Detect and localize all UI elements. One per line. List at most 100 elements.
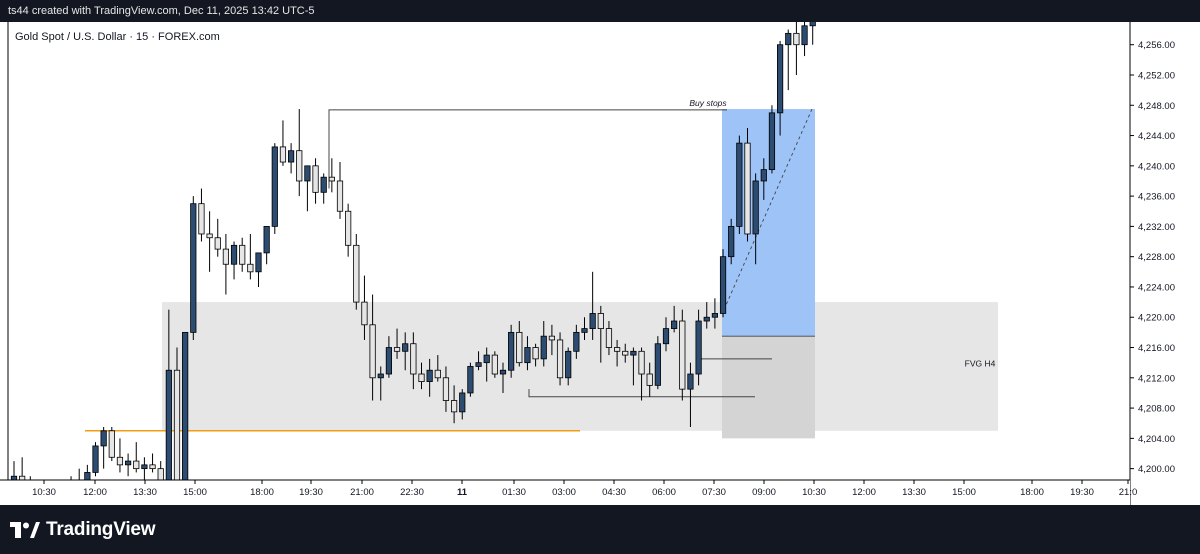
candle-body-up xyxy=(271,146,278,227)
y-tick-label: 4,208.00 xyxy=(1138,404,1175,415)
candle xyxy=(345,203,352,257)
buy-stops-label: Buy stops xyxy=(689,98,727,108)
x-tick-label: 11 xyxy=(457,487,468,498)
x-tick-label: 03:00 xyxy=(552,487,576,498)
candle-body-up xyxy=(768,112,776,171)
candle xyxy=(426,358,433,397)
candle xyxy=(687,362,694,428)
candle-body-down xyxy=(532,347,539,360)
candle xyxy=(133,442,140,473)
candle-body-down xyxy=(206,233,213,239)
candle xyxy=(328,158,335,193)
candle-body-up xyxy=(100,430,107,447)
candle xyxy=(793,22,800,75)
candle-body-up xyxy=(182,331,189,485)
candle-body-down xyxy=(312,165,319,193)
candle xyxy=(654,336,661,390)
candle xyxy=(271,143,278,234)
y-tick-label: 4,252.00 xyxy=(1138,70,1175,81)
candle xyxy=(279,120,287,166)
candle xyxy=(524,336,531,371)
candle-body-down xyxy=(369,324,376,379)
candle xyxy=(752,173,759,265)
candle-body-down xyxy=(116,456,124,466)
candle xyxy=(475,351,482,371)
candle xyxy=(125,453,132,477)
candle-body-up xyxy=(736,142,743,227)
candle xyxy=(809,22,816,45)
candle xyxy=(222,233,229,295)
candle-body-down xyxy=(597,313,604,329)
candle xyxy=(206,211,213,272)
candle-body-up xyxy=(662,328,670,345)
candle-body-down xyxy=(622,350,629,356)
candle-body-up xyxy=(125,460,132,466)
x-tick-label: 12:00 xyxy=(852,487,876,498)
candle-body-down xyxy=(149,464,156,470)
candle xyxy=(434,355,441,382)
axes-layer: 4,200.00 4,204.00 4,208.00 4,212.00 4,216.00… xyxy=(0,22,1200,505)
candle xyxy=(508,324,515,378)
x-tick-label: 21:00 xyxy=(350,487,374,498)
candle xyxy=(100,427,107,469)
candle-body-up xyxy=(589,313,596,329)
x-tick-label: 19:30 xyxy=(1070,487,1094,498)
y-tick-label: 4,228.00 xyxy=(1138,252,1175,263)
candle xyxy=(736,135,743,234)
x-tick-label: 18:00 xyxy=(1020,487,1044,498)
y-tick-label: 4,220.00 xyxy=(1138,313,1175,324)
candle xyxy=(149,453,156,473)
candle xyxy=(255,252,262,287)
candle xyxy=(581,317,588,340)
candle xyxy=(760,158,767,200)
candle xyxy=(785,29,792,91)
y-tick-label: 4,224.00 xyxy=(1138,282,1175,293)
candle-body-down xyxy=(450,400,458,413)
candle xyxy=(287,143,295,174)
candle xyxy=(369,294,376,401)
y-tick-label: 4,248.00 xyxy=(1138,101,1175,112)
symbol-title: Gold Spot / U.S. Dollar · 15 · FOREX.com xyxy=(15,31,220,43)
candle xyxy=(597,305,604,363)
candle xyxy=(377,366,384,401)
x-tick-label: 04:30 xyxy=(602,487,626,498)
candle-body-down xyxy=(296,150,303,182)
candle xyxy=(483,347,490,382)
candle xyxy=(662,317,670,352)
candle-body-up xyxy=(785,32,792,46)
candle-body-up xyxy=(801,25,808,46)
candle xyxy=(198,188,205,242)
candle xyxy=(247,233,254,280)
candle-body-up xyxy=(728,225,735,258)
candle-body-down xyxy=(361,301,368,326)
candle-body-up xyxy=(402,343,409,352)
candle-body-down xyxy=(744,142,751,235)
candle-body-down xyxy=(345,210,352,246)
candle-body-up xyxy=(230,244,238,265)
candle xyxy=(548,324,556,356)
candle xyxy=(410,332,417,390)
candle-body-down xyxy=(328,176,335,182)
candle-body-up xyxy=(255,252,262,273)
candle xyxy=(214,218,221,257)
candle-body-down xyxy=(605,328,613,348)
candle xyxy=(353,233,360,310)
candle-body-up xyxy=(573,331,580,352)
candle-body-down xyxy=(198,203,205,235)
x-tick-label: 07:30 xyxy=(702,487,726,498)
candle xyxy=(491,351,498,378)
candle-body-down xyxy=(434,369,441,379)
candle-body-down xyxy=(247,263,254,273)
candle xyxy=(728,218,735,265)
tradingview-logo[interactable]: TradingView xyxy=(10,518,156,542)
candle-body-up xyxy=(719,256,727,314)
y-tick-label: 4,244.00 xyxy=(1138,131,1175,142)
candle xyxy=(320,173,327,204)
candle-body-up xyxy=(752,180,759,235)
candle-body-up xyxy=(695,320,702,375)
x-tick-label: 13:30 xyxy=(902,487,926,498)
candle-body-down xyxy=(491,354,498,375)
candle-body-up xyxy=(630,350,637,356)
